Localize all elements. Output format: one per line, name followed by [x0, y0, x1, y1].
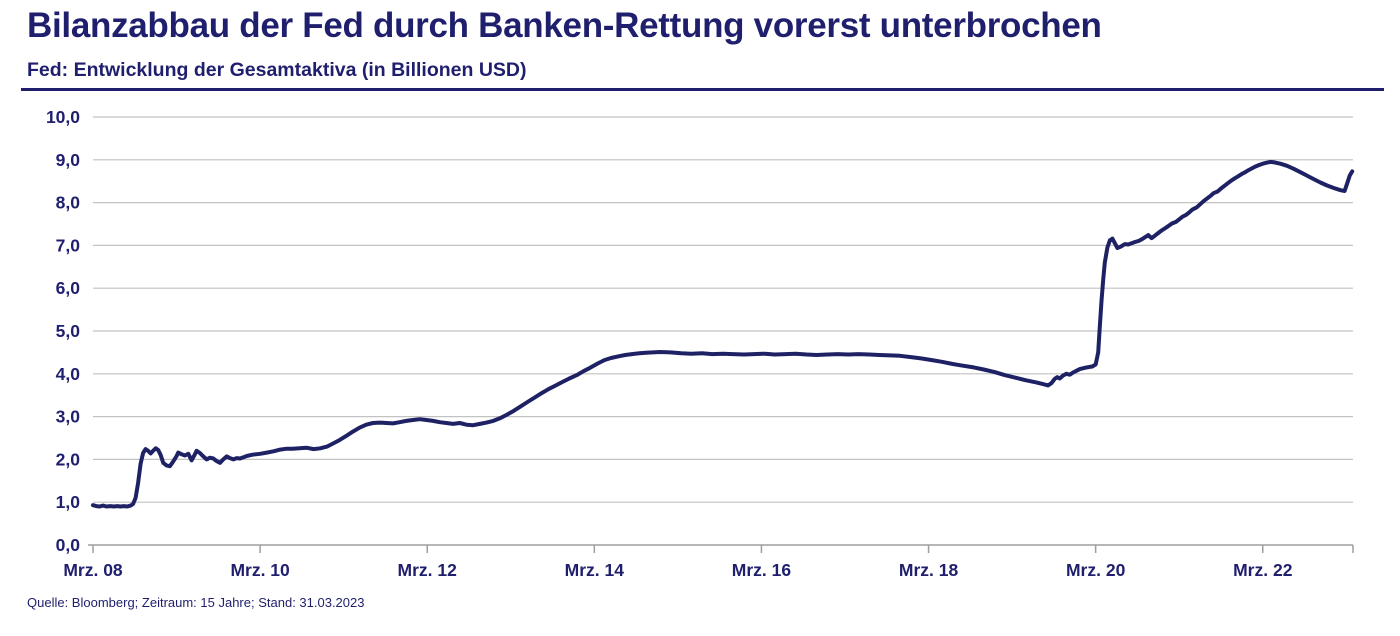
page-title: Bilanzabbau der Fed durch Banken-Rettung… — [27, 6, 1102, 45]
x-axis-tick-label: Mrz. 10 — [230, 560, 290, 580]
y-axis-tick-label: 5,0 — [56, 321, 81, 341]
y-axis-tick-label: 4,0 — [56, 364, 81, 384]
x-axis-tick-label: Mrz. 16 — [732, 560, 792, 580]
y-axis-tick-label: 10,0 — [46, 107, 80, 127]
source-note: Quelle: Bloomberg; Zeitraum: 15 Jahre; S… — [27, 595, 365, 610]
y-axis-tick-label: 9,0 — [56, 150, 81, 170]
x-axis-tick-label: Mrz. 14 — [565, 560, 625, 580]
x-axis-tick-label: Mrz. 18 — [899, 560, 959, 580]
x-axis-tick-label: Mrz. 08 — [63, 560, 123, 580]
y-axis-tick-label: 1,0 — [56, 492, 81, 512]
x-axis-tick-label: Mrz. 20 — [1066, 560, 1126, 580]
y-axis-tick-label: 2,0 — [56, 449, 81, 469]
series-line-fed-gesamtaktiva — [91, 159, 1355, 509]
y-axis-tick-label: 3,0 — [56, 407, 81, 427]
x-axis-tick-label: Mrz. 12 — [398, 560, 458, 580]
title-underline-rule — [21, 88, 1384, 91]
y-axis-tick-label: 0,0 — [56, 535, 81, 555]
chart-subtitle: Fed: Entwicklung der Gesamtaktiva (in Bi… — [27, 59, 527, 81]
y-axis-tick-label: 8,0 — [56, 193, 81, 213]
y-axis-tick-label: 7,0 — [56, 235, 81, 255]
y-axis-tick-label: 6,0 — [56, 278, 81, 298]
x-axis-tick-label: Mrz. 22 — [1233, 560, 1293, 580]
